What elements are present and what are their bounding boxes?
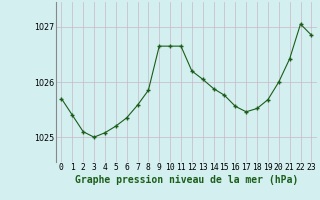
X-axis label: Graphe pression niveau de la mer (hPa): Graphe pression niveau de la mer (hPa): [75, 175, 298, 185]
